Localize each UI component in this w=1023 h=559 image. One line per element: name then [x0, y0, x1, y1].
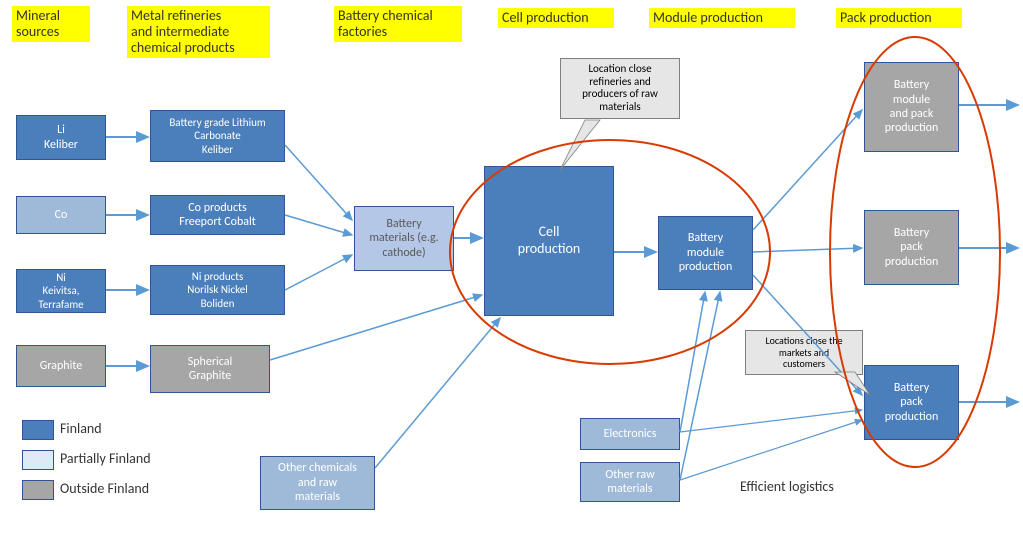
- node-module-prod: Batterymoduleproduction: [658, 216, 753, 290]
- node-ni-products: Ni productsNorilsk NickelBoliden: [150, 265, 285, 315]
- node-cell-prod: Cellproduction: [484, 166, 614, 316]
- annotation-logistics: Efficient logistics: [740, 478, 834, 495]
- header-mineral: Mineralsources: [12, 6, 90, 42]
- node-pack-1: Batterymoduleand packproduction: [864, 62, 959, 152]
- callout-refineries: Location closerefineries andproducers of…: [560, 58, 680, 119]
- node-ni: NiKeivitsa,Terrafame: [16, 269, 106, 313]
- legend-label-partially: Partially Finland: [60, 450, 151, 467]
- legend-label-finland: Finland: [60, 420, 102, 437]
- node-pack-2: Batterypackproduction: [864, 210, 959, 285]
- header-packprod: Pack production: [836, 8, 962, 28]
- legend-label-outside: Outside Finland: [60, 480, 149, 497]
- header-moduleprod: Module production: [649, 8, 795, 28]
- node-co-products: Co productsFreeport Cobalt: [150, 195, 285, 235]
- node-electronics: Electronics: [580, 418, 680, 450]
- header-refineries: Metal refineriesand intermediatechemical…: [127, 6, 270, 58]
- node-pack-3: Batterypackproduction: [864, 365, 959, 440]
- node-other-raw: Other rawmaterials: [580, 462, 680, 502]
- node-li-keliber: LiKeliber: [16, 115, 106, 160]
- node-co: Co: [16, 196, 106, 234]
- legend-box-partially: [22, 450, 54, 470]
- callout-markets: Locations close themarkets andcustomers: [745, 330, 863, 375]
- header-cellprod: Cell production: [498, 8, 614, 28]
- header-battchem: Battery chemicalfactories: [334, 6, 462, 42]
- legend-box-outside: [22, 480, 54, 500]
- legend-box-finland: [22, 420, 54, 440]
- node-batt-materials: Batterymaterials (e.g.cathode): [354, 206, 454, 271]
- node-spherical: SphericalGraphite: [150, 345, 270, 393]
- node-graphite: Graphite: [16, 345, 106, 387]
- node-li-carbonate: Battery grade LithiumCarbonateKeliber: [150, 110, 285, 162]
- node-other-chem: Other chemicalsand rawmaterials: [260, 456, 375, 510]
